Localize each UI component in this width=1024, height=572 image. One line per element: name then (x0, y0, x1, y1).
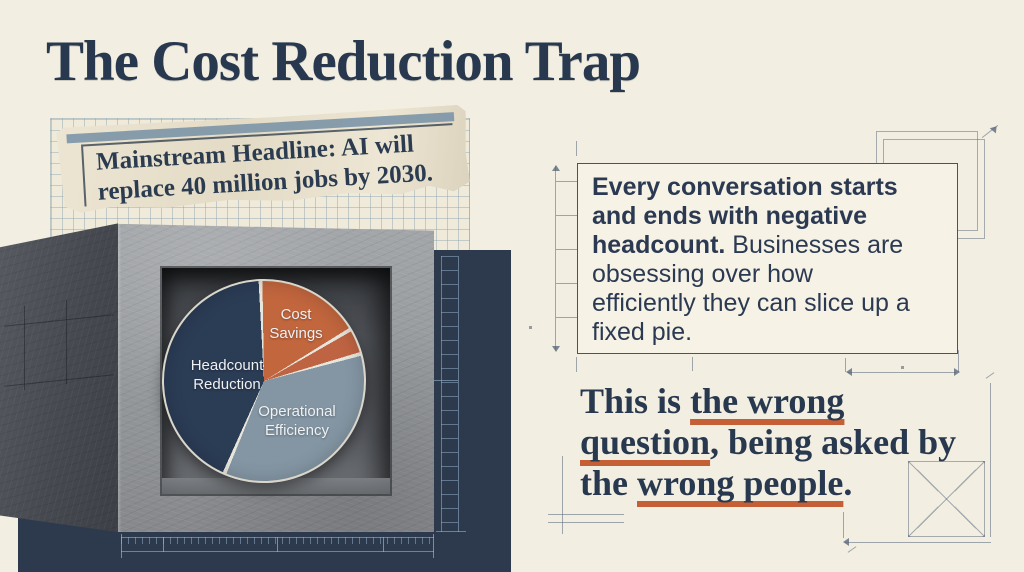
arrowhead-icon (839, 538, 849, 546)
pie-label-operational-efficiency: Operational Efficiency (258, 403, 336, 439)
sketch-mark (847, 546, 857, 553)
callout-line: Every conversation starts (592, 173, 898, 201)
recess-floor (162, 478, 390, 494)
dimension-tick (556, 181, 577, 182)
arrowhead-icon (989, 120, 1003, 134)
callout-line: headcount. Businesses are (592, 231, 904, 259)
ruler-major-tick (383, 537, 384, 552)
blueprint-tick (576, 357, 577, 372)
callout-line: fixed pie. (592, 318, 693, 346)
ruler-major-tick (277, 537, 278, 552)
callout-line: obsessing over how (592, 260, 813, 288)
quote-line: the wrong people. (580, 463, 853, 503)
blueprint-dot (901, 366, 904, 369)
arrowhead-icon (954, 368, 964, 376)
dimension-tick (556, 283, 577, 284)
sketch-mark (985, 372, 995, 379)
blueprint-tick (692, 357, 693, 371)
dimension-tick (556, 317, 577, 318)
ruler-mid-tick (430, 380, 458, 381)
pie-label-cost-savings: Cost Savings (269, 306, 323, 342)
dimension-line-horizontal (848, 372, 956, 373)
pie-label-headcount-reduction: Headcount Reduction (190, 357, 264, 393)
scribe-line (66, 300, 67, 384)
corner-line (562, 456, 563, 534)
quote-line: question, being asked by (580, 422, 957, 462)
dimension-tick (556, 249, 577, 250)
blueprint-tick (958, 350, 959, 372)
callout-box: Every conversation starts and ends with n… (577, 163, 958, 354)
ruler-end-cap (121, 534, 122, 558)
vertical-ruler-line (458, 256, 459, 532)
concrete-block-left-face (0, 223, 118, 533)
blueprint-vertical-line (990, 383, 991, 537)
blueprint-horizontal-line (845, 542, 991, 543)
dimension-tick (556, 215, 577, 216)
quote-line: This is the wrong (580, 381, 845, 421)
callout-line: and ends with negative (592, 202, 868, 230)
scribe-line (4, 314, 114, 327)
dimension-line-vertical (555, 166, 556, 350)
page-title: The Cost Reduction Trap (46, 30, 641, 93)
arrowhead-icon (552, 346, 560, 356)
corner-line (548, 514, 624, 515)
corner-line (548, 522, 624, 523)
x-square-placeholder (908, 461, 985, 537)
ruler-major-tick (163, 537, 164, 552)
corner-line (843, 512, 844, 538)
blueprint-tick (845, 358, 846, 372)
blueprint-dot (529, 326, 532, 329)
scribe-line (24, 306, 25, 390)
arrowhead-icon (842, 368, 852, 376)
callout-line: efficiently they can slice up a (592, 289, 910, 317)
quote-text: This is the wrong question, being asked b… (580, 381, 1010, 504)
ruler-end-cap (433, 534, 434, 558)
vertical-ruler-ticks (441, 256, 458, 532)
scribe-line (4, 374, 114, 387)
arrowhead-icon (552, 161, 560, 171)
ruler-cap (436, 531, 466, 532)
blueprint-tick (576, 141, 577, 156)
